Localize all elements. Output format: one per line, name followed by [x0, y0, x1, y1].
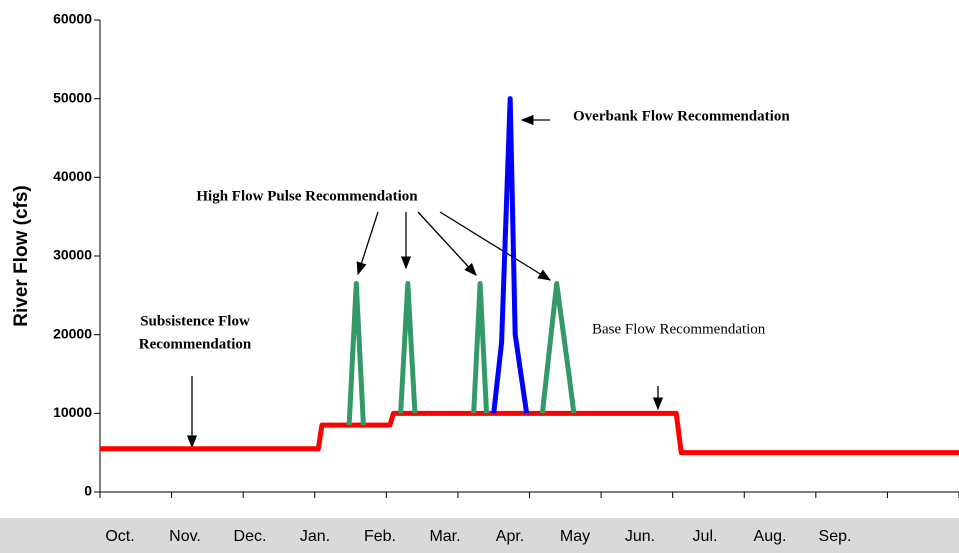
x-tick-label: May: [560, 528, 590, 545]
x-tick-label: Jan.: [300, 528, 330, 545]
y-tick-label: 0: [84, 483, 92, 499]
y-tick-label: 40000: [53, 168, 92, 184]
annotation: High Flow Pulse Recommendation: [196, 188, 418, 204]
y-tick-label: 20000: [53, 325, 92, 341]
arrow: [356, 211, 379, 276]
annotation: Base Flow Recommendation: [592, 321, 766, 337]
x-tick-label: Aug.: [754, 528, 787, 545]
flow-line: [539, 281, 577, 414]
flow-line: [346, 281, 366, 426]
x-tick-label: Mar.: [429, 528, 460, 545]
x-tick-label: Apr.: [496, 528, 524, 545]
x-tick-label: Nov.: [169, 528, 201, 545]
x-tick-label: Jul.: [693, 528, 718, 545]
annotation: Subsistence Flow: [140, 313, 250, 329]
flow-line: [398, 281, 418, 414]
y-tick-label: 10000: [53, 404, 92, 420]
y-tick-label: 50000: [53, 89, 92, 105]
x-tick-label: Sep.: [819, 528, 852, 545]
flow-line: [491, 96, 530, 414]
x-tick-label: Dec.: [234, 528, 267, 545]
arrow: [417, 211, 477, 276]
flow-line: [471, 281, 490, 414]
annotation: Recommendation: [139, 336, 252, 352]
x-label-band: [0, 518, 959, 553]
x-tick-label: Oct.: [105, 528, 134, 545]
y-tick-label: 30000: [53, 247, 92, 263]
y-tick-label: 60000: [53, 11, 92, 27]
x-tick-label: Jun.: [625, 528, 655, 545]
arrow: [439, 211, 552, 281]
y-axis-label: River Flow (cfs): [11, 185, 32, 326]
annotation: Overbank Flow Recommendation: [573, 108, 790, 124]
x-tick-label: Feb.: [364, 528, 396, 545]
annotations: Overbank Flow Recommendation High Flow P…: [139, 108, 790, 449]
flow-line: [100, 410, 959, 456]
